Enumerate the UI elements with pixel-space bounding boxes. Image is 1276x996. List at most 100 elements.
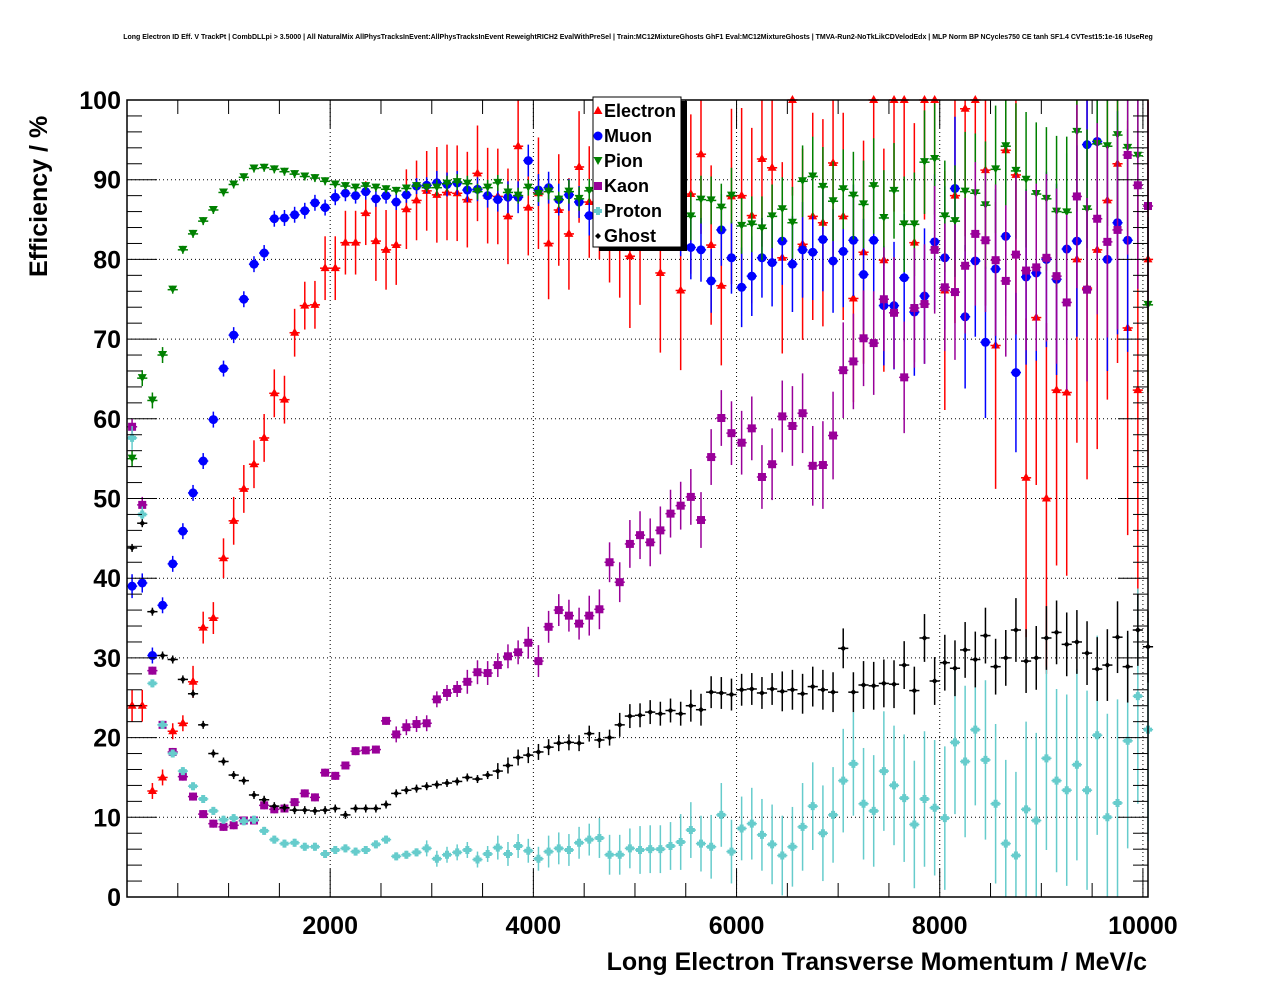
- marker-cross: [615, 850, 624, 859]
- marker-cross: [128, 433, 137, 442]
- marker-square: [483, 669, 492, 678]
- marker-square: [595, 605, 604, 614]
- data-point-pion: [716, 183, 727, 232]
- data-point-ghost: [797, 673, 808, 714]
- data-point-pion: [807, 136, 818, 217]
- data-point-electron: [543, 187, 554, 300]
- marker-triangle-up: [848, 293, 858, 302]
- data-point-pion: [269, 165, 280, 174]
- marker-cross: [950, 738, 959, 747]
- marker-circle: [869, 235, 879, 245]
- legend-marker-triangle-up: [593, 106, 603, 114]
- marker-diamond: [525, 752, 532, 759]
- marker-triangle-down: [381, 185, 391, 194]
- data-point-ghost: [645, 700, 656, 725]
- marker-square: [585, 611, 594, 620]
- data-point-kaon: [360, 746, 371, 755]
- marker-triangle-down: [747, 220, 757, 229]
- marker-circle: [696, 245, 706, 255]
- data-point-ghost: [574, 735, 585, 752]
- data-point-kaon: [604, 542, 615, 583]
- data-point-ghost: [614, 712, 625, 737]
- data-point-pion: [147, 392, 158, 409]
- data-point-kaon: [309, 793, 321, 802]
- marker-circle: [300, 206, 310, 216]
- legend-item-electron: Electron: [593, 101, 676, 121]
- marker-cross: [676, 838, 685, 847]
- data-point-kaon: [777, 380, 788, 453]
- data-point-kaon: [878, 247, 889, 352]
- x-tick-label: 10000: [1108, 912, 1178, 940]
- marker-diamond: [697, 706, 704, 713]
- marker-triangle-up: [147, 785, 157, 794]
- marker-cross: [280, 839, 289, 848]
- marker-cross: [473, 855, 482, 864]
- marker-diamond: [129, 544, 136, 551]
- data-point-pion: [320, 177, 331, 186]
- marker-square: [1011, 250, 1020, 259]
- marker-triangle-up: [239, 483, 249, 492]
- marker-cross: [422, 844, 431, 853]
- data-point-proton: [787, 806, 798, 887]
- marker-cross: [879, 767, 888, 776]
- data-point-pion: [787, 186, 798, 259]
- data-point-electron: [391, 205, 402, 285]
- marker-triangle-down: [930, 154, 940, 163]
- data-point-electron: [208, 602, 219, 634]
- marker-triangle-up: [523, 202, 533, 211]
- data-point-electron: [248, 440, 260, 489]
- data-point-proton: [228, 814, 239, 823]
- data-point-electron: [320, 236, 331, 301]
- marker-triangle-up: [269, 388, 279, 397]
- marker-cross: [747, 819, 756, 828]
- data-point-kaon: [756, 445, 768, 509]
- marker-triangle-up: [889, 95, 899, 103]
- marker-square: [808, 461, 817, 470]
- data-point-electron: [1021, 318, 1032, 638]
- data-point-kaon: [868, 291, 879, 395]
- marker-cross: [808, 802, 817, 811]
- marker-square: [148, 666, 157, 675]
- marker-triangle-down: [798, 177, 808, 186]
- marker-triangle-down: [838, 185, 848, 194]
- data-point-ghost: [899, 641, 910, 689]
- data-point-proton: [878, 711, 889, 831]
- data-point-kaon: [675, 481, 686, 530]
- marker-cross: [646, 845, 655, 854]
- legend-item-kaon: Kaon: [594, 176, 649, 196]
- data-point-proton: [777, 815, 788, 896]
- marker-cross: [544, 847, 553, 856]
- data-point-proton: [827, 767, 839, 863]
- data-point-ghost: [939, 634, 950, 691]
- marker-triangle-down: [696, 195, 706, 204]
- marker-triangle-down: [726, 191, 736, 200]
- data-point-ghost: [137, 519, 148, 528]
- marker-triangle-down: [879, 213, 889, 222]
- data-point-ghost: [208, 749, 219, 758]
- marker-triangle-down: [818, 182, 828, 191]
- marker-triangle-up: [472, 168, 482, 177]
- marker-cross: [981, 755, 990, 764]
- marker-triangle-up: [930, 95, 940, 103]
- marker-diamond: [159, 652, 166, 659]
- data-point-kaon: [929, 186, 940, 314]
- data-point-ghost: [431, 780, 442, 789]
- data-point-kaon: [858, 290, 869, 387]
- data-point-kaon: [1092, 123, 1103, 315]
- data-point-pion: [726, 167, 737, 224]
- data-point-ghost: [787, 669, 798, 710]
- marker-cross: [148, 679, 157, 688]
- axis-ticks: [126, 99, 1148, 898]
- data-point-pion: [380, 185, 392, 194]
- data-point-pion: [838, 149, 849, 230]
- marker-cross: [402, 850, 411, 859]
- marker-square: [686, 492, 695, 501]
- series-proton: [127, 425, 1154, 897]
- marker-square: [930, 245, 939, 254]
- data-point-proton: [309, 842, 321, 851]
- data-point-proton: [655, 825, 666, 874]
- data-point-kaon: [289, 798, 300, 807]
- data-point-muon: [370, 190, 381, 207]
- marker-square: [890, 308, 899, 317]
- data-point-pion: [888, 143, 900, 239]
